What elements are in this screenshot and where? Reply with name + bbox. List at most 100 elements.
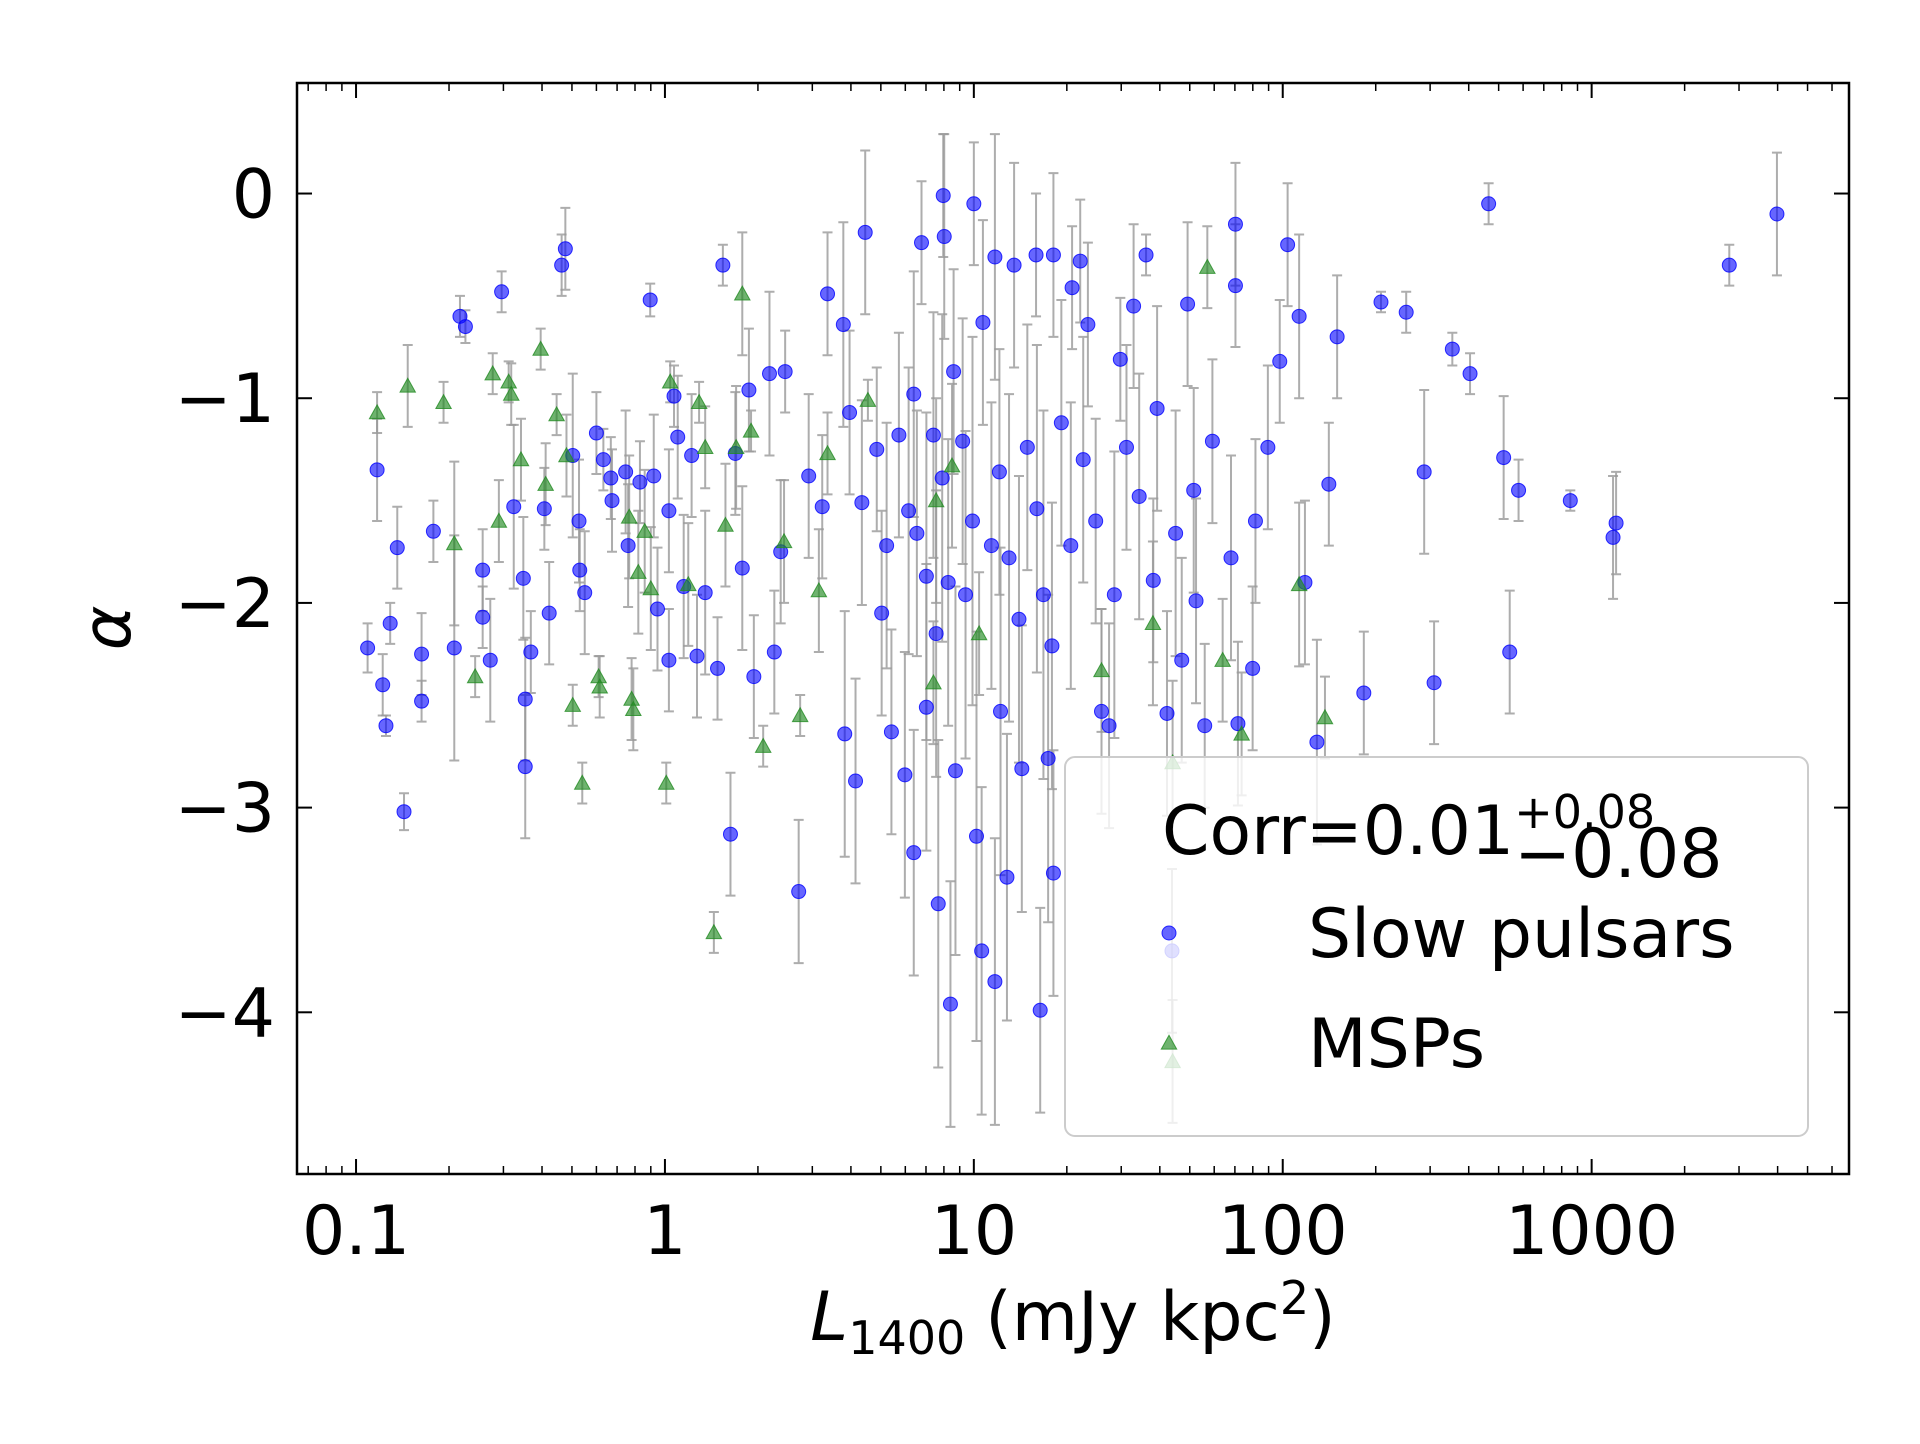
data-point	[603, 470, 619, 486]
data-point	[623, 690, 641, 706]
data-point	[958, 587, 974, 603]
data-point	[983, 538, 999, 554]
data-point	[684, 448, 700, 464]
data-point	[1028, 247, 1044, 263]
data-point	[378, 718, 394, 734]
data-point	[715, 257, 731, 273]
data-point	[848, 773, 864, 789]
data-point	[1118, 439, 1134, 455]
data-point	[835, 317, 851, 333]
data-point	[934, 470, 950, 486]
data-point	[360, 640, 376, 656]
data-point	[1072, 253, 1088, 269]
data-point	[1180, 296, 1196, 312]
data-point	[690, 393, 708, 409]
x-label-symbol: L	[810, 1278, 848, 1357]
data-point	[964, 513, 980, 529]
data-point	[1001, 550, 1017, 566]
x-tick-label: 1000	[1505, 1192, 1678, 1271]
data-point	[946, 364, 962, 380]
data-point	[1416, 464, 1432, 480]
data-point	[646, 468, 662, 484]
data-point	[742, 422, 760, 438]
legend-label: Slow pulsars	[1308, 895, 1735, 974]
data-point	[661, 373, 679, 389]
data-point	[710, 660, 726, 676]
y-tick-label: −3	[175, 770, 275, 849]
data-point	[1197, 718, 1213, 734]
data-point	[502, 385, 520, 401]
data-point	[859, 391, 877, 407]
data-point	[577, 585, 593, 601]
data-point	[517, 691, 533, 707]
x-label-unit: (mJy kpc	[985, 1278, 1280, 1357]
data-point	[466, 667, 484, 684]
data-point	[557, 446, 576, 463]
data-point	[661, 503, 677, 519]
data-point	[484, 364, 502, 381]
data-point	[906, 845, 922, 861]
data-point	[925, 427, 941, 443]
data-point	[1309, 734, 1325, 750]
data-point	[632, 474, 648, 490]
data-point	[705, 923, 723, 940]
data-point	[1321, 476, 1337, 492]
data-point	[1198, 258, 1216, 274]
data-point	[909, 525, 925, 541]
data-point	[557, 241, 573, 257]
data-point	[1138, 247, 1154, 263]
data-point	[970, 624, 988, 641]
data-point	[571, 513, 587, 529]
data-point	[642, 579, 660, 596]
data-point	[991, 464, 1007, 480]
data-point	[1075, 452, 1091, 468]
data-point	[837, 726, 853, 742]
data-point	[532, 340, 550, 356]
data-point	[541, 605, 557, 621]
data-point	[901, 503, 917, 519]
x-label-superscript: 2	[1280, 1271, 1309, 1325]
data-point	[874, 605, 890, 621]
corr-upper: +0.08	[1514, 785, 1655, 839]
data-point	[1168, 525, 1184, 541]
data-point	[368, 403, 386, 420]
data-point	[636, 522, 654, 538]
data-point	[857, 224, 873, 240]
data-point	[918, 568, 934, 584]
data-point	[1088, 513, 1104, 529]
data-point	[1511, 482, 1527, 498]
data-point	[679, 575, 697, 592]
data-point	[1426, 675, 1442, 691]
data-point	[445, 534, 463, 551]
data-point	[1227, 216, 1243, 232]
data-point	[754, 737, 772, 753]
data-point	[975, 314, 991, 330]
data-point	[1032, 1002, 1048, 1018]
data-point	[548, 405, 566, 422]
data-point	[974, 943, 990, 959]
data-point	[722, 826, 738, 842]
x-tick-label: 10	[931, 1192, 1018, 1271]
data-point	[940, 574, 956, 590]
data-point	[1356, 685, 1372, 701]
data-point	[661, 652, 677, 668]
data-point	[1608, 515, 1624, 531]
data-point	[1214, 651, 1232, 667]
data-point	[906, 386, 922, 402]
data-point	[1080, 317, 1096, 333]
data-point	[1329, 329, 1345, 345]
data-point	[588, 425, 604, 441]
data-point	[500, 373, 518, 389]
data-point	[1044, 638, 1060, 654]
data-point	[666, 388, 682, 404]
data-point	[927, 491, 945, 508]
data-point	[943, 457, 961, 473]
data-point	[1260, 439, 1276, 455]
legend-title-lower: −0.08	[1514, 815, 1722, 894]
legend-marker	[1161, 925, 1177, 941]
data-point	[414, 646, 430, 662]
data-point	[629, 563, 647, 579]
data-point	[1481, 196, 1497, 212]
